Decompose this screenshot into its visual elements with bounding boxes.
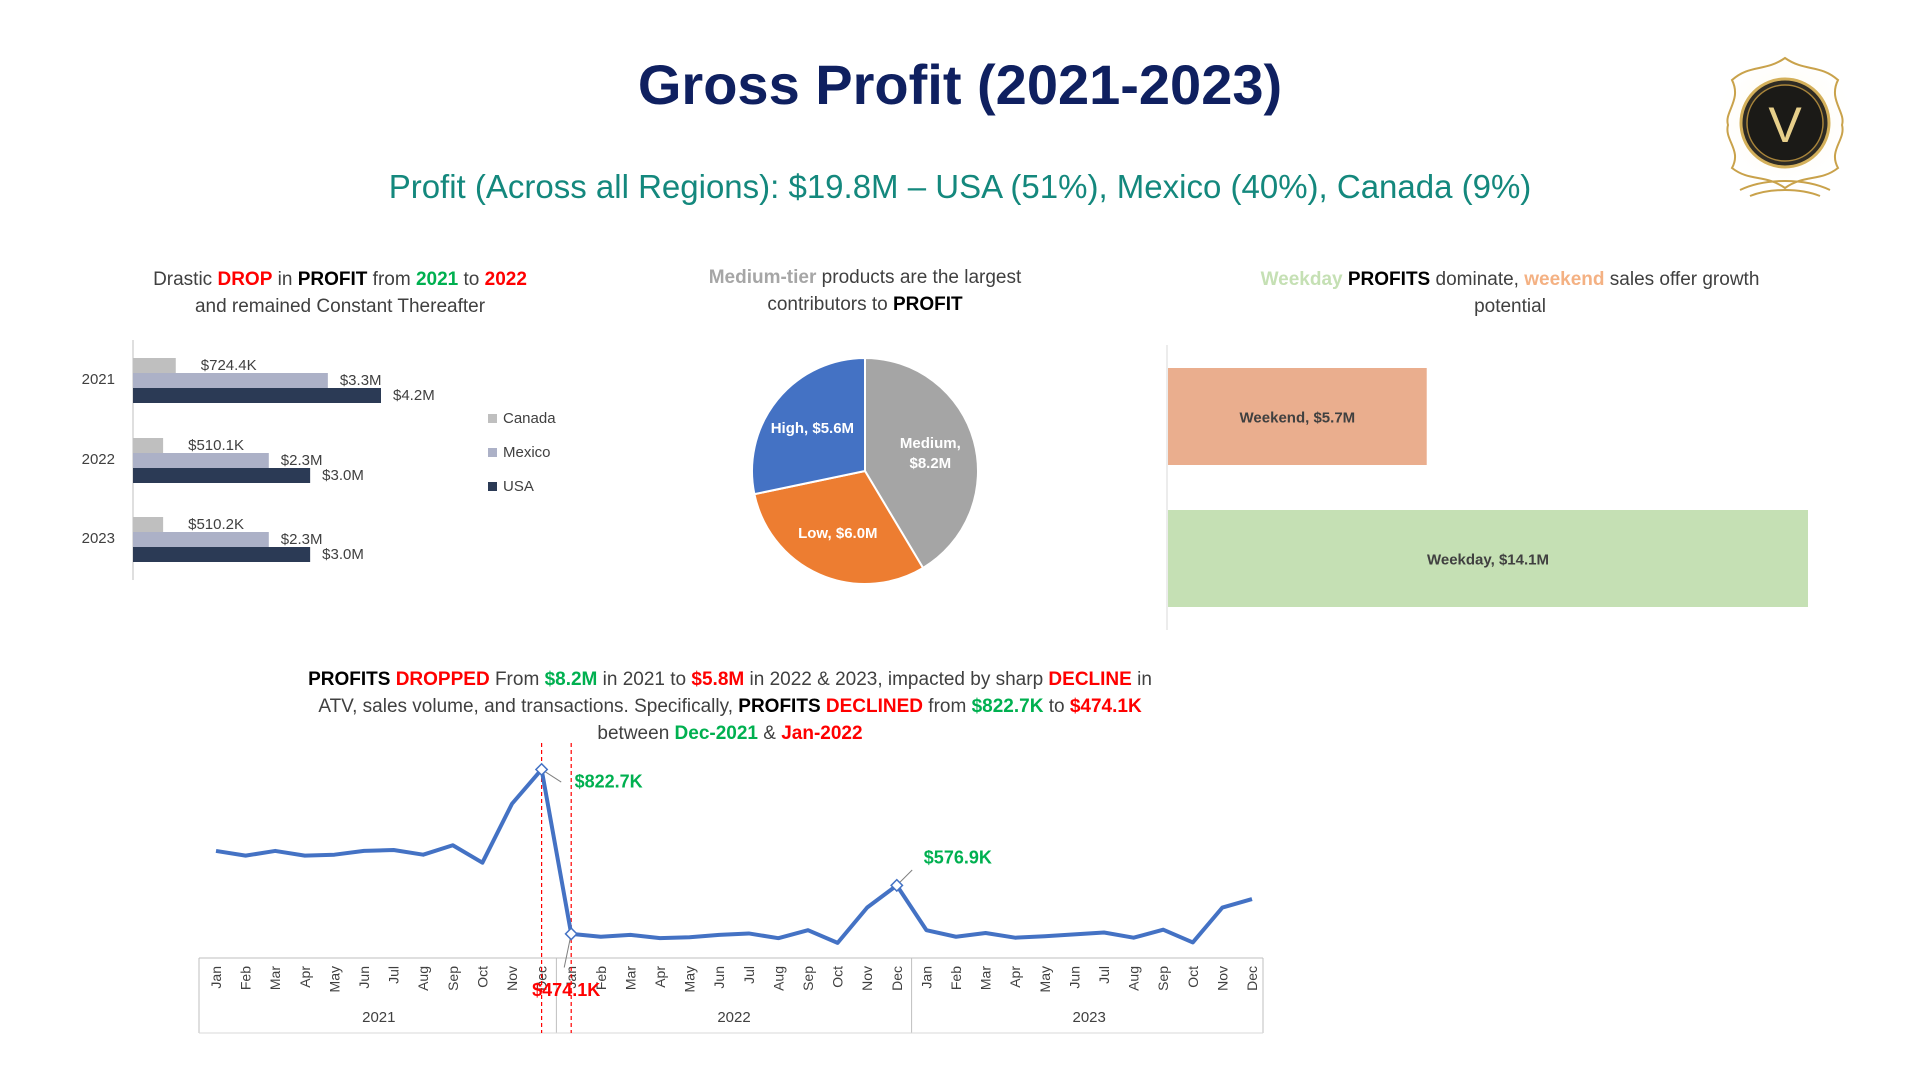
pie-slice-low [753, 469, 925, 585]
chart4-month-label: May [682, 966, 698, 992]
chart1-legend-swatch [488, 482, 497, 491]
chart2-title: Medium-tier products are the largest con… [708, 267, 1022, 315]
chart4-month-label: Nov [504, 966, 520, 991]
chart1-bar-usa [133, 388, 381, 403]
chart4-year-label: 2021 [362, 1009, 395, 1026]
region-bar-chart: 2021$724.4K$3.3M$4.2M2022$510.1K$2.3M$3.… [82, 340, 556, 580]
chart4-month-label: Jul [1096, 966, 1112, 984]
chart1-bar-usa [133, 547, 311, 562]
page-title: Gross Profit (2021-2023) [637, 53, 1283, 116]
brand-logo: V [1713, 50, 1857, 197]
chart4-month-label: May [326, 966, 342, 992]
chart1-data-label: $510.2K [188, 516, 244, 533]
chart4-month-label: Jul [386, 966, 402, 984]
chart1-data-label: $3.0M [322, 467, 364, 484]
chart1-legend-label: Mexico [503, 444, 551, 461]
chart4-month-label: Dec [889, 966, 905, 991]
chart1-bar-mexico [133, 373, 328, 388]
chart4-month-label: Oct [830, 966, 846, 988]
chart4-annotation-label: $474.1K [532, 980, 600, 1000]
chart4-annotation-label: $576.9K [924, 847, 992, 867]
chart1-category-label: 2021 [82, 371, 115, 388]
chart1-data-label: $510.1K [188, 437, 244, 454]
pie-slice-label: $8.2M [909, 455, 951, 472]
chart4-month-label: Aug [1126, 966, 1142, 991]
chart4-month-label: Aug [415, 966, 431, 991]
chart3-bar-weekend [1168, 368, 1427, 465]
chart1-legend-swatch [488, 414, 497, 423]
chart1-data-label: $724.4K [201, 357, 257, 374]
chart1-data-label: $3.0M [322, 546, 364, 563]
chart1-legend-label: Canada [503, 410, 556, 427]
chart4-month-label: Feb [948, 966, 964, 990]
chart4-marker [890, 878, 904, 893]
chart3-data-label: Weekend, $5.7M [1240, 410, 1356, 427]
chart1-legend-label: USA [503, 478, 534, 495]
chart1-bar-canada [133, 438, 164, 453]
chart1-category-label: 2023 [82, 530, 115, 547]
weekday-bar-chart: Weekend, $5.7M Weekday, $14.1M [1166, 345, 1808, 630]
chart4-marker [564, 927, 578, 941]
logo-letter: V [1768, 97, 1802, 153]
chart4-title: PROFITS DROPPED From $8.2M in 2021 to $5… [308, 669, 1152, 744]
chart4-month-label: Jan [208, 966, 224, 989]
chart1-data-label: $3.3M [340, 372, 382, 389]
chart4-month-label: Oct [474, 966, 490, 988]
chart1-bar-canada [133, 358, 176, 373]
chart4-month-label: Nov [1214, 966, 1230, 991]
pie-slice-medium [864, 356, 979, 570]
pie-slice-high [751, 356, 866, 496]
monthly-profit-line-chart: Jan Feb Mar Apr May Jun Jul Aug Sep Oct Nov Dec Jan F… [198, 743, 1264, 1034]
chart3-title: Weekday PROFITS dominate, weekend sales … [1260, 269, 1760, 317]
chart4-month-label: Oct [1185, 966, 1201, 988]
chart4-month-label: Sep [1155, 966, 1171, 991]
chart4-month-label: Jun [711, 966, 727, 989]
chart4-month-label: Apr [1007, 966, 1023, 988]
chart4-month-label: May [1037, 966, 1053, 992]
pie-slice-label: Low, $6.0M [798, 525, 877, 542]
chart4-month-label: Feb [238, 966, 254, 990]
chart4-month-label: Sep [800, 966, 816, 991]
chart4-month-label: Feb [593, 966, 609, 990]
tier-pie-chart: Medium, $8.2M Low, $6.0M High, $5.6M [751, 356, 979, 585]
chart4-month-label: Mar [267, 966, 283, 990]
chart4-annotation-leader [563, 933, 572, 968]
chart1-data-label: $2.3M [281, 452, 323, 469]
chart4-month-label: Mar [978, 966, 994, 990]
chart1-bar-canada [133, 517, 164, 532]
chart4-month-label: Dec [1244, 966, 1260, 991]
chart4-year-label: 2022 [717, 1009, 750, 1026]
chart3-bar-weekday [1168, 510, 1808, 607]
chart4-month-label: Apr [297, 966, 313, 988]
chart1-data-label: $2.3M [281, 531, 323, 548]
page-subtitle: Profit (Across all Regions): $19.8M – US… [388, 168, 1532, 205]
pie-slice-label: High, $5.6M [771, 420, 854, 437]
chart4-series-line [215, 767, 1253, 945]
chart4-month-label: Jun [1066, 966, 1082, 989]
chart4-month-label: Sep [445, 966, 461, 991]
chart4-year-label: 2023 [1073, 1009, 1106, 1026]
pie-slice-label: Medium, [900, 435, 961, 452]
chart4-month-label: Jul [741, 966, 757, 984]
chart1-bar-usa [133, 468, 311, 483]
chart1-title: Drastic DROP in PROFIT from 2021 to 2022… [153, 269, 527, 317]
chart4-month-label: Apr [652, 966, 668, 988]
chart1-bar-mexico [133, 453, 269, 468]
chart4-annotation-label: $822.7K [575, 771, 643, 791]
chart4-month-label: Jun [356, 966, 372, 989]
chart1-category-label: 2022 [82, 451, 115, 468]
chart4-marker [534, 762, 549, 777]
chart4-month-label: Aug [770, 966, 786, 991]
chart4-month-label: Jan [918, 966, 934, 989]
chart4-month-label: Nov [859, 966, 875, 991]
chart1-data-label: $4.2M [393, 387, 435, 404]
chart1-legend-swatch [488, 448, 497, 457]
chart4-month-label: Mar [622, 966, 638, 990]
chart3-data-label: Weekday, $14.1M [1427, 552, 1549, 569]
chart1-bar-mexico [133, 532, 269, 547]
chart4-month-label: Dec [534, 966, 550, 991]
